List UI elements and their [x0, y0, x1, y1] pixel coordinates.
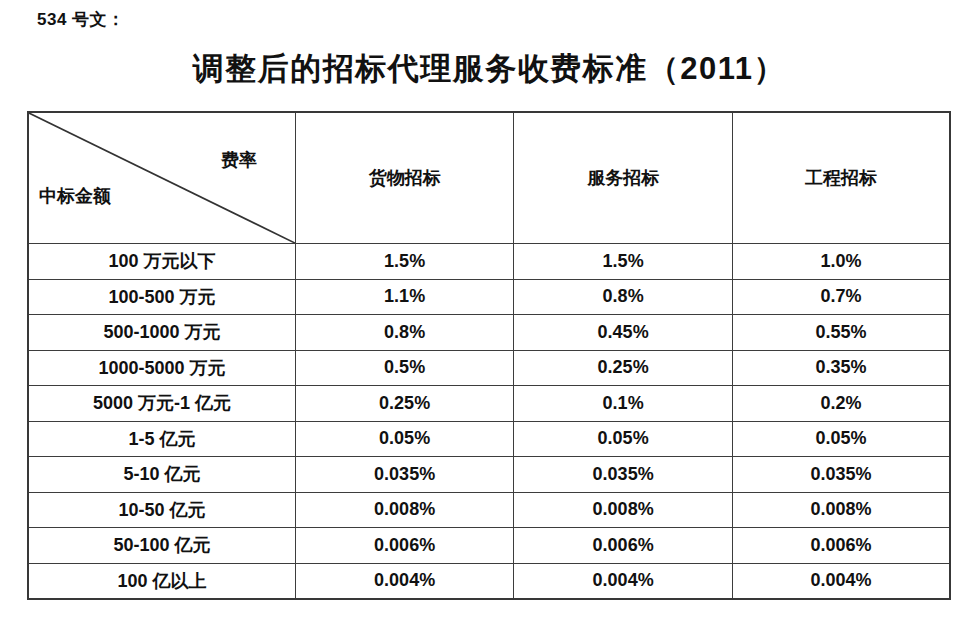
rate-cell: 0.7%	[732, 279, 950, 315]
rate-cell: 0.1%	[514, 386, 733, 422]
rate-cell: 0.035%	[295, 457, 514, 493]
corner-header-cell: 费率 中标金额	[28, 112, 295, 244]
table-row: 5-10 亿元 0.035% 0.035% 0.035%	[28, 457, 950, 493]
row-label-cell: 10-50 亿元	[28, 492, 295, 528]
row-label-cell: 100 万元以下	[28, 244, 295, 280]
corner-label-rate: 费率	[221, 148, 257, 172]
row-label-cell: 500-1000 万元	[28, 315, 295, 351]
table-row: 1-5 亿元 0.05% 0.05% 0.05%	[28, 421, 950, 457]
rate-cell: 1.0%	[732, 244, 950, 280]
rate-cell: 0.008%	[732, 492, 950, 528]
rate-cell: 0.004%	[295, 563, 514, 599]
rate-cell: 0.55%	[732, 315, 950, 351]
table-row: 10-50 亿元 0.008% 0.008% 0.008%	[28, 492, 950, 528]
table-row: 100 万元以下 1.5% 1.5% 1.0%	[28, 244, 950, 280]
rate-cell: 0.006%	[732, 528, 950, 564]
table-row: 1000-5000 万元 0.5% 0.25% 0.35%	[28, 350, 950, 386]
table-row: 500-1000 万元 0.8% 0.45% 0.55%	[28, 315, 950, 351]
table-row: 50-100 亿元 0.006% 0.006% 0.006%	[28, 528, 950, 564]
rate-cell: 0.2%	[732, 386, 950, 422]
rate-cell: 1.5%	[295, 244, 514, 280]
rate-cell: 0.35%	[732, 350, 950, 386]
rate-cell: 0.5%	[295, 350, 514, 386]
doc-number-label: 534 号文：	[37, 8, 125, 31]
rate-cell: 0.25%	[514, 350, 733, 386]
row-label-cell: 100 亿以上	[28, 563, 295, 599]
rate-cell: 1.5%	[514, 244, 733, 280]
rate-cell: 0.035%	[514, 457, 733, 493]
rate-cell: 0.05%	[514, 421, 733, 457]
table-row: 100 亿以上 0.004% 0.004% 0.004%	[28, 563, 950, 599]
rate-cell: 0.8%	[514, 279, 733, 315]
rate-cell: 0.05%	[295, 421, 514, 457]
column-header-goods: 货物招标	[295, 112, 514, 244]
row-label-cell: 5-10 亿元	[28, 457, 295, 493]
rate-cell: 0.006%	[514, 528, 733, 564]
column-header-engineering: 工程招标	[732, 112, 950, 244]
rate-cell: 0.8%	[295, 315, 514, 351]
rate-cell: 0.008%	[295, 492, 514, 528]
rate-cell: 1.1%	[295, 279, 514, 315]
row-label-cell: 5000 万元-1 亿元	[28, 386, 295, 422]
row-label-cell: 1-5 亿元	[28, 421, 295, 457]
column-header-services: 服务招标	[514, 112, 733, 244]
table-row: 5000 万元-1 亿元 0.25% 0.1% 0.2%	[28, 386, 950, 422]
row-label-cell: 50-100 亿元	[28, 528, 295, 564]
row-label-cell: 100-500 万元	[28, 279, 295, 315]
rate-cell: 0.006%	[295, 528, 514, 564]
rate-cell: 0.004%	[514, 563, 733, 599]
table-header-row: 费率 中标金额 货物招标 服务招标 工程招标	[28, 112, 950, 244]
table-row: 100-500 万元 1.1% 0.8% 0.7%	[28, 279, 950, 315]
fee-standard-table: 费率 中标金额 货物招标 服务招标 工程招标 100 万元以下 1.5% 1.5…	[27, 111, 951, 600]
page-title: 调整后的招标代理服务收费标准（2011）	[0, 48, 979, 90]
diagonal-divider-line	[29, 113, 295, 243]
corner-label-bid-amount: 中标金额	[39, 184, 111, 208]
row-label-cell: 1000-5000 万元	[28, 350, 295, 386]
rate-cell: 0.25%	[295, 386, 514, 422]
rate-cell: 0.004%	[732, 563, 950, 599]
rate-cell: 0.035%	[732, 457, 950, 493]
rate-cell: 0.45%	[514, 315, 733, 351]
rate-cell: 0.008%	[514, 492, 733, 528]
rate-cell: 0.05%	[732, 421, 950, 457]
